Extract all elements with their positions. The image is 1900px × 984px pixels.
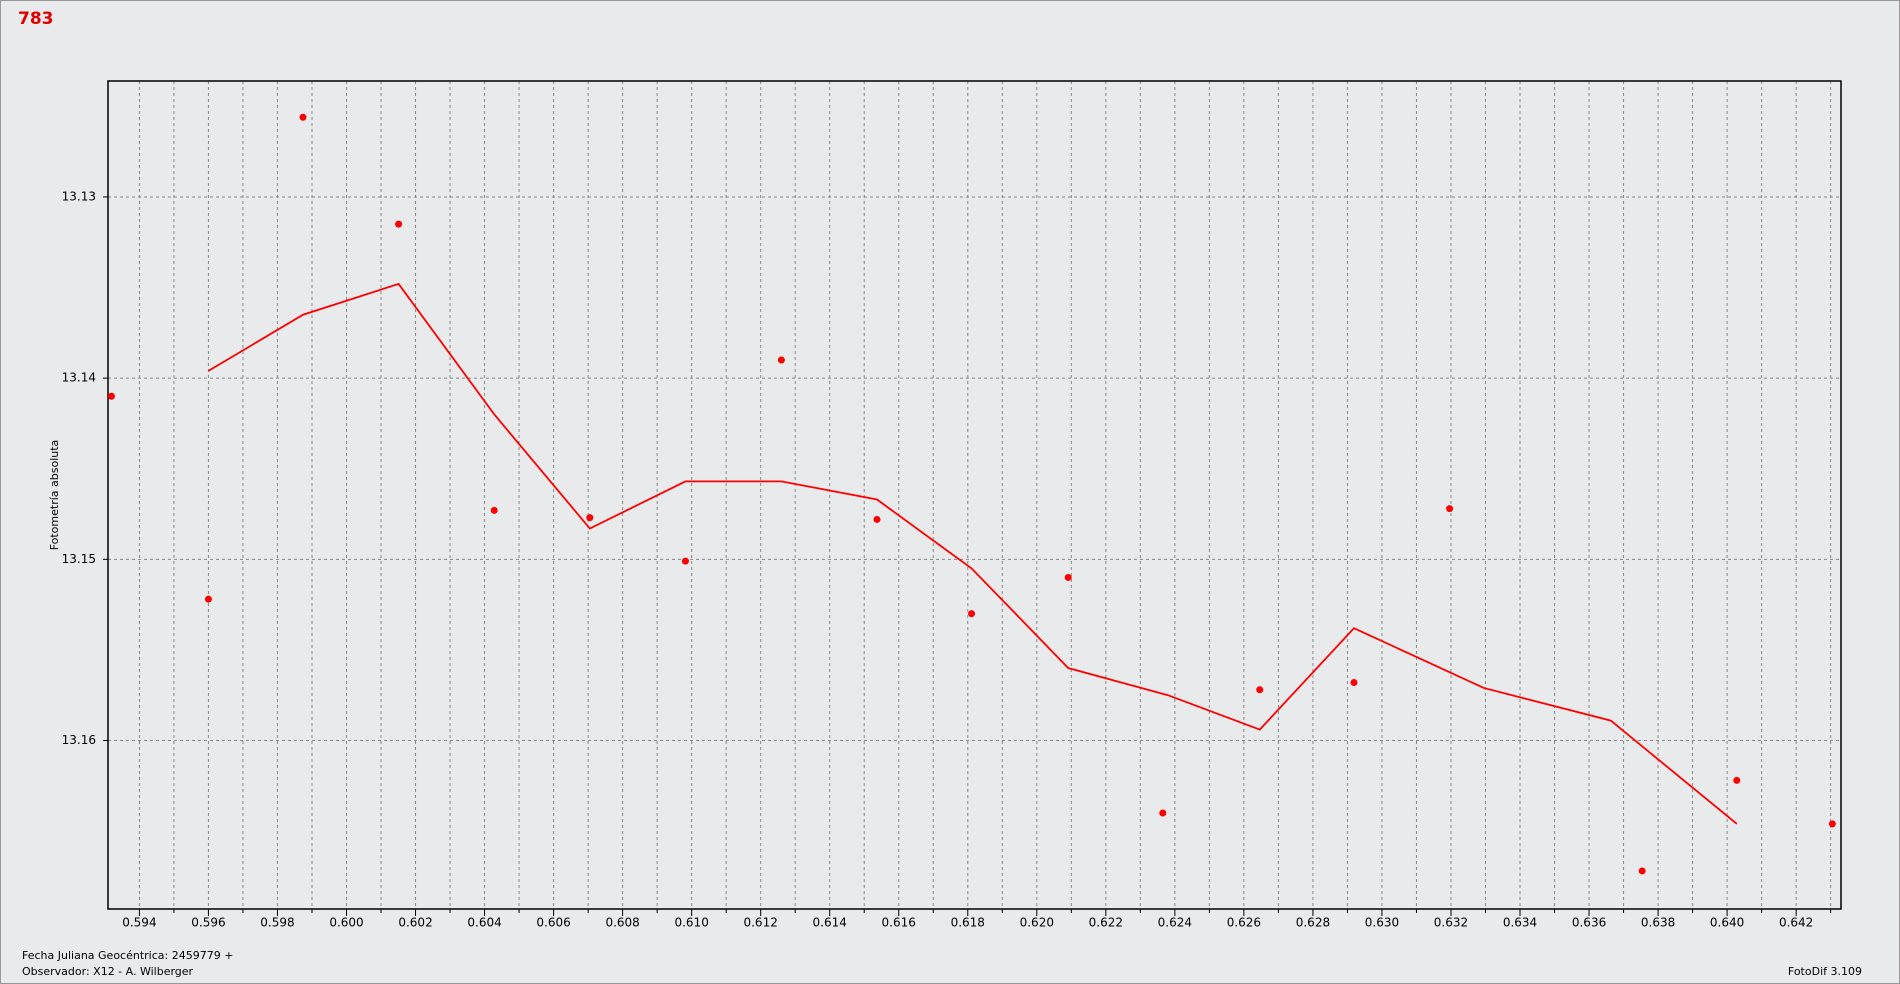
x-tick-label: 0.612 xyxy=(743,916,777,930)
y-tick-label: 13.13 xyxy=(62,189,96,203)
chart-title: 783 xyxy=(18,9,54,29)
x-tick-label: 0.620 xyxy=(1020,916,1054,930)
software-label: FotoDif 3.109 xyxy=(1788,965,1862,978)
x-tick-label: 0.632 xyxy=(1434,916,1468,930)
x-tick-label: 0.608 xyxy=(605,916,639,930)
data-point xyxy=(777,356,785,364)
trend-line xyxy=(207,282,1738,825)
footer-note: Fecha Juliana Geocéntrica: 2459779 + xyxy=(22,949,233,962)
data-point xyxy=(681,557,689,565)
data-point xyxy=(1638,867,1646,875)
footer-note: Observador: X12 - A. Wilberger xyxy=(22,965,194,978)
data-point xyxy=(1733,776,1741,784)
y-tick-label: 13.14 xyxy=(62,371,96,385)
x-tick-label: 0.598 xyxy=(260,916,294,930)
data-point xyxy=(395,220,403,228)
x-tick-label: 0.638 xyxy=(1641,916,1675,930)
data-point xyxy=(107,392,115,400)
x-tick-label: 0.624 xyxy=(1158,916,1192,930)
data-point xyxy=(1828,820,1836,828)
x-tick-label: 0.626 xyxy=(1227,916,1261,930)
data-point xyxy=(1350,679,1358,687)
x-tick-label: 0.614 xyxy=(813,916,847,930)
y-axis-label: Fotometría absoluta xyxy=(48,440,61,551)
x-tick-label: 0.602 xyxy=(398,916,432,930)
x-tick-label: 0.636 xyxy=(1572,916,1606,930)
data-point xyxy=(1256,686,1264,694)
x-tick-label: 0.628 xyxy=(1296,916,1330,930)
data-point xyxy=(968,610,976,618)
x-tick-label: 0.596 xyxy=(191,916,225,930)
data-point xyxy=(490,506,498,514)
data-point xyxy=(1159,809,1167,817)
x-tick-label: 0.618 xyxy=(951,916,985,930)
x-tick-label: 0.640 xyxy=(1710,916,1744,930)
x-tick-label: 0.610 xyxy=(674,916,708,930)
data-point xyxy=(586,514,594,522)
data-point xyxy=(299,113,307,121)
data-point xyxy=(1446,505,1454,513)
x-tick-label: 0.642 xyxy=(1779,916,1813,930)
plot-border xyxy=(107,80,1842,910)
x-tick-label: 0.606 xyxy=(536,916,570,930)
x-tick-label: 0.630 xyxy=(1365,916,1399,930)
data-point xyxy=(873,515,881,523)
x-tick-label: 0.600 xyxy=(329,916,363,930)
x-tick-label: 0.616 xyxy=(882,916,916,930)
data-point xyxy=(204,595,212,603)
y-tick-label: 13.15 xyxy=(62,552,96,566)
x-tick-label: 0.634 xyxy=(1503,916,1537,930)
x-tick-label: 0.604 xyxy=(467,916,501,930)
data-point xyxy=(1064,573,1072,581)
y-tick-label: 13.16 xyxy=(62,733,96,747)
x-tick-label: 0.622 xyxy=(1089,916,1123,930)
x-tick-label: 0.594 xyxy=(122,916,156,930)
